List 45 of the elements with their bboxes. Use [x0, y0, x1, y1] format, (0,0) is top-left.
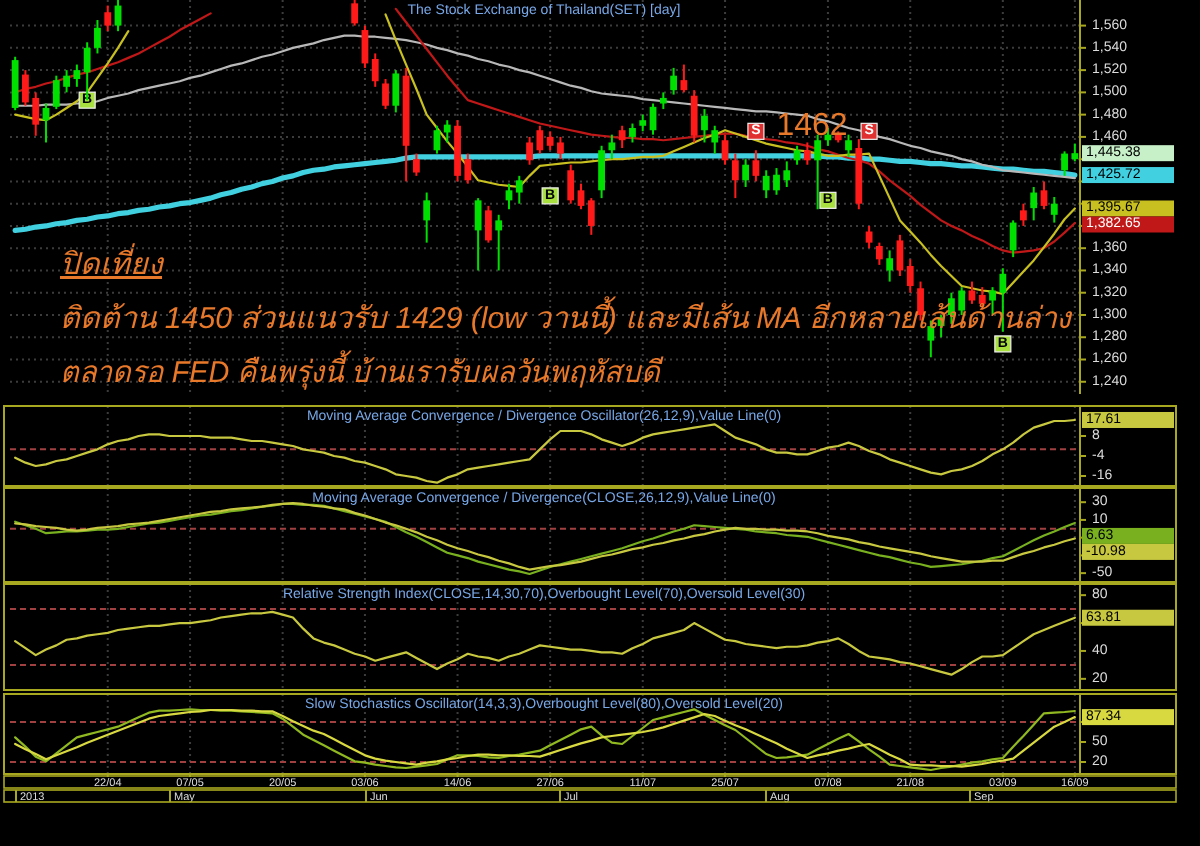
- candlestick: [701, 108, 708, 144]
- candlestick: [11, 55, 19, 112]
- candlestick: [875, 241, 883, 266]
- candlestick: [618, 124, 626, 150]
- candlestick: [351, 0, 359, 27]
- candlestick: [845, 133, 852, 158]
- candlestick: [1020, 202, 1027, 227]
- candlestick: [803, 141, 811, 166]
- candlestick: [474, 197, 482, 272]
- candlestick: [752, 149, 760, 183]
- candlestick: [515, 174, 523, 205]
- candlestick: [906, 258, 914, 294]
- candlestick: [104, 4, 112, 33]
- candlestick: [731, 152, 739, 200]
- candlestick: [598, 144, 605, 200]
- candlestick: [1050, 196, 1058, 224]
- candlestick: [1009, 219, 1017, 259]
- candlestick: [485, 204, 492, 244]
- candlestick: [742, 158, 750, 188]
- candlestick: [968, 280, 976, 305]
- candlestick: [577, 182, 585, 211]
- line-series: [14, 610, 1076, 676]
- candlestick: [629, 122, 636, 144]
- candlestick: [443, 119, 451, 144]
- candlestick: [412, 152, 420, 177]
- candlestick: [382, 78, 389, 111]
- candlestick: [608, 133, 616, 161]
- candlestick: [94, 19, 101, 55]
- candlestick: [567, 163, 575, 205]
- candlestick: [690, 89, 698, 144]
- annotation: ตลาดรอ FED คืนพรุ่งนี้ บ้านเรารับผลวันพฤหัสบดี: [60, 350, 686, 390]
- candlestick: [423, 191, 431, 244]
- candlestick: [371, 52, 379, 88]
- candlestick: [886, 249, 894, 283]
- annotation: ปิดเที่ยง: [60, 242, 166, 282]
- candlestick: [711, 124, 719, 155]
- candlestick: [83, 41, 91, 102]
- candlestick: [1040, 180, 1048, 211]
- candlestick: [495, 213, 503, 272]
- candlestick: [814, 133, 822, 211]
- candlestick: [1030, 185, 1038, 222]
- candlestick: [392, 69, 400, 114]
- candlestick: [680, 63, 688, 94]
- candlestick: [670, 66, 678, 96]
- candlestick: [587, 197, 595, 236]
